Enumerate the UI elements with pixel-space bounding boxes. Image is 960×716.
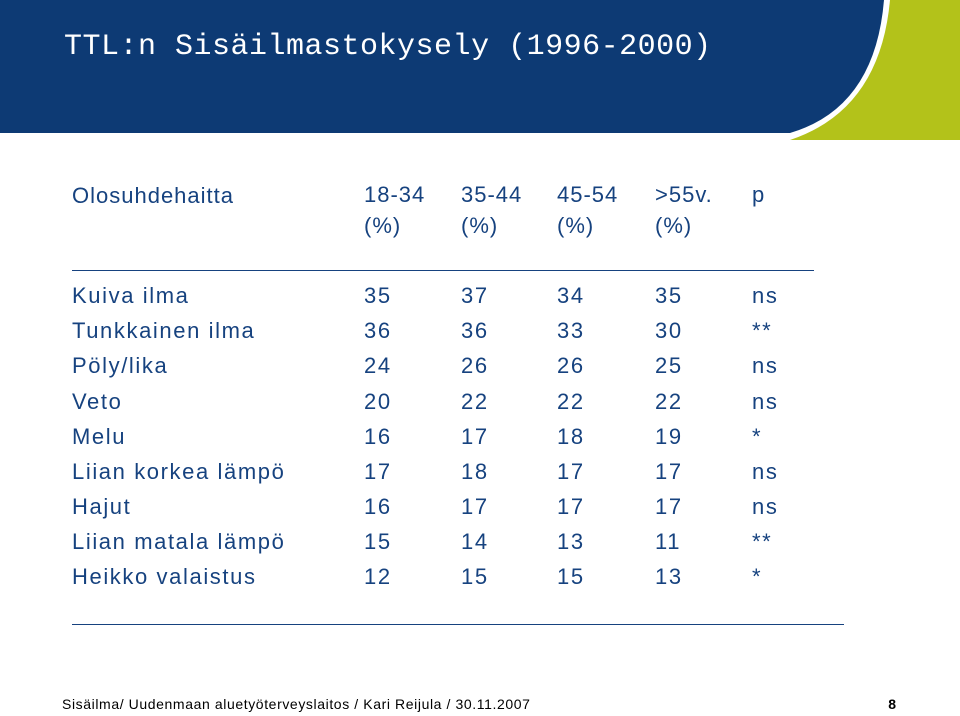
table-cell: 15	[364, 529, 392, 554]
table-cell: 26	[557, 353, 585, 378]
table-cell: 22	[557, 389, 585, 414]
row-label: Veto	[72, 389, 123, 414]
table-cell: 36	[364, 318, 392, 343]
table-cell: 16	[364, 494, 392, 519]
column-header: 45-54 (%)	[557, 179, 618, 241]
table-cell: 15	[461, 564, 489, 589]
column-header-line2: (%)	[557, 213, 595, 238]
row-label: Pöly/lika	[72, 353, 169, 378]
table-cell: 18	[461, 459, 489, 484]
table-cell: 34	[557, 283, 585, 308]
row-label: Heikko valaistus	[72, 564, 257, 589]
table-cell: 15	[557, 564, 585, 589]
table-cell: 17	[655, 459, 683, 484]
column-header-line2: (%)	[461, 213, 499, 238]
row-label: Melu	[72, 424, 127, 449]
table-cell: 17	[364, 459, 392, 484]
table-cell: 20	[364, 389, 392, 414]
table-cell: 17	[557, 459, 585, 484]
header-band	[0, 0, 960, 140]
table-cell: 37	[461, 283, 489, 308]
table-cell: 16	[364, 424, 392, 449]
footer-credit: Sisäilma/ Uudenmaan aluetyöterveyslaitos…	[62, 696, 531, 712]
table-cell: 35	[364, 283, 392, 308]
p-value-cell: *	[752, 424, 763, 449]
column-header-line1: 18-34	[364, 182, 426, 207]
header-navy-panel	[0, 0, 884, 133]
row-label: Liian korkea lämpö	[72, 459, 286, 484]
row-label: Kuiva ilma	[72, 283, 190, 308]
column-header: 18-34 (%)	[364, 179, 425, 241]
table-cell: 17	[461, 494, 489, 519]
column-header-line1: >55v.	[655, 182, 713, 207]
p-value-cell: ns	[752, 353, 779, 378]
table-cell: 25	[655, 353, 683, 378]
p-value-cell: **	[752, 529, 773, 554]
column-header-line2: (%)	[655, 213, 693, 238]
table-cell: 14	[461, 529, 489, 554]
table-cell: 22	[655, 389, 683, 414]
row-label: Tunkkainen ilma	[72, 318, 256, 343]
table-cell: 18	[557, 424, 585, 449]
page-number: 8	[888, 696, 896, 712]
table-cell: 35	[655, 283, 683, 308]
row-header-label: Olosuhdehaitta	[72, 183, 234, 208]
p-value-cell: ns	[752, 494, 779, 519]
p-value-cell: ns	[752, 459, 779, 484]
table-cell: 17	[461, 424, 489, 449]
column-header-line2: (%)	[364, 213, 402, 238]
p-value-cell: ns	[752, 389, 779, 414]
column-header-line1: 45-54	[557, 182, 619, 207]
column-header: 35-44 (%)	[461, 179, 522, 241]
column-header-line1: 35-44	[461, 182, 523, 207]
table-cell: 30	[655, 318, 683, 343]
accent-curve	[790, 0, 960, 140]
table-cell: 17	[655, 494, 683, 519]
table-cell: 24	[364, 353, 392, 378]
header-background	[0, 0, 960, 140]
table-cell: 13	[655, 564, 683, 589]
column-header: >55v. (%)	[655, 179, 713, 241]
row-label: Hajut	[72, 494, 132, 519]
table-cell: 11	[655, 529, 682, 554]
table-cell: 12	[364, 564, 392, 589]
table-cell: 13	[557, 529, 585, 554]
slide-title: TTL:n Sisäilmastokysely (1996-2000)	[64, 30, 712, 64]
table-cell: 19	[655, 424, 683, 449]
column-header-line1: p	[752, 182, 766, 207]
table-cell: 33	[557, 318, 585, 343]
table-cell: 36	[461, 318, 489, 343]
table-cell: 17	[557, 494, 585, 519]
p-value-cell: *	[752, 564, 763, 589]
footer-rule	[72, 624, 844, 625]
table-cell: 22	[461, 389, 489, 414]
column-header: p	[752, 179, 765, 210]
p-value-cell: ns	[752, 283, 779, 308]
header-rule	[72, 270, 814, 271]
p-value-cell: **	[752, 318, 773, 343]
row-label: Liian matala lämpö	[72, 529, 286, 554]
table-cell: 26	[461, 353, 489, 378]
